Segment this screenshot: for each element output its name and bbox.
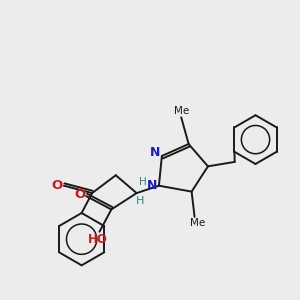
Text: HO: HO [88, 233, 108, 246]
Text: N: N [147, 179, 158, 192]
Text: O: O [74, 188, 85, 201]
Text: N: N [150, 146, 161, 160]
Text: O: O [52, 179, 63, 192]
Text: H: H [139, 177, 146, 187]
Text: Me: Me [174, 106, 189, 116]
Text: Me: Me [190, 218, 205, 228]
Text: H: H [135, 196, 144, 206]
